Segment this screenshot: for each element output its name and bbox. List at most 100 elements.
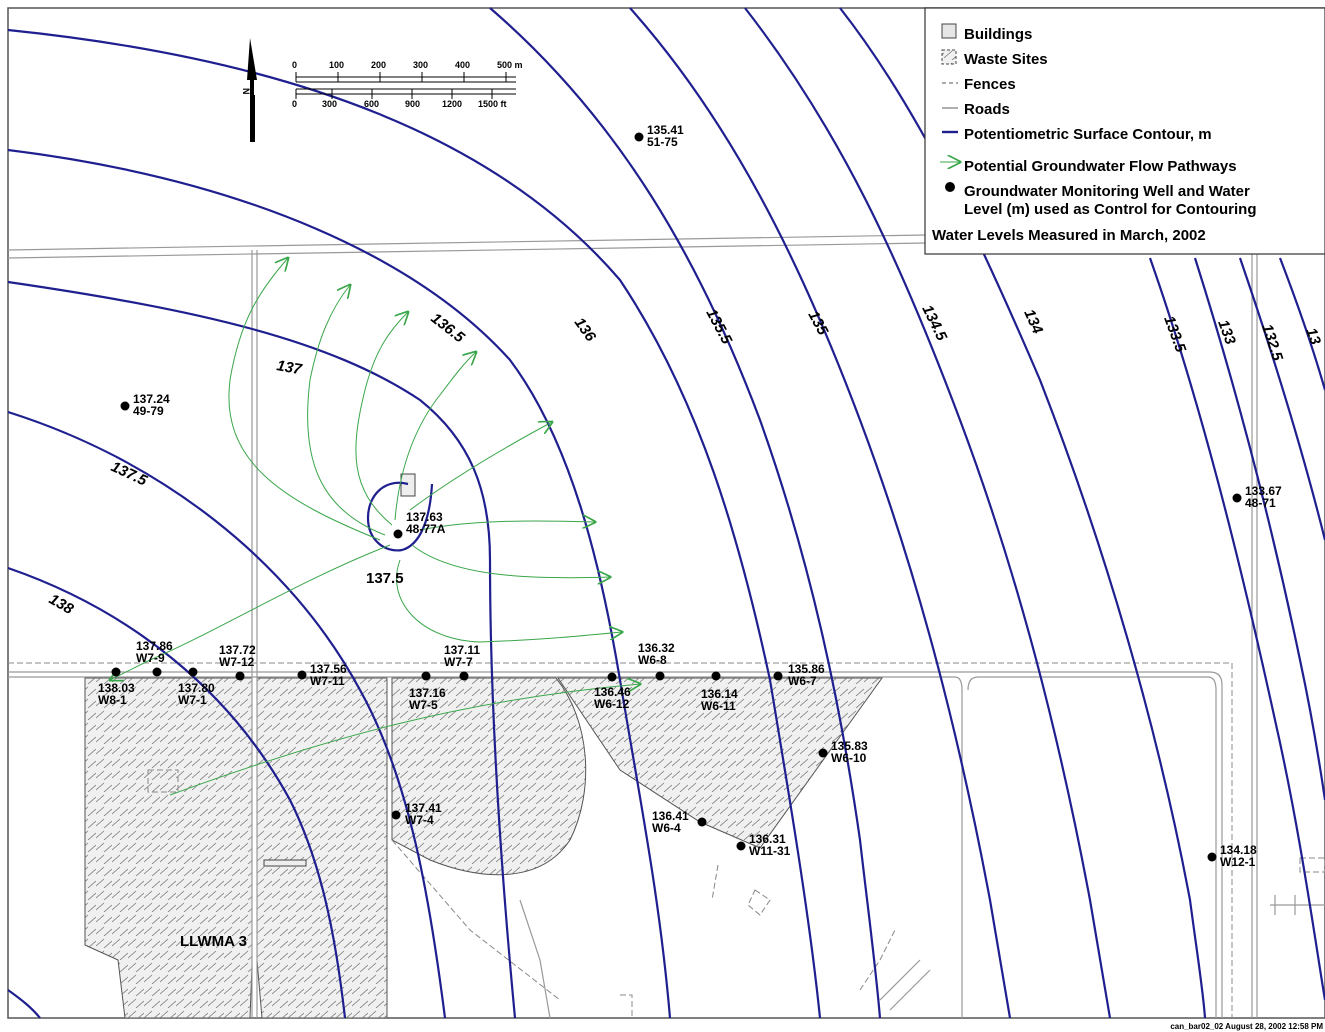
flow-arrow	[228, 258, 381, 541]
legend-contour: Potentiometric Surface Contour, m	[964, 126, 1212, 143]
well-id: W6-11	[701, 699, 736, 713]
well-water-level: 137.56	[310, 662, 347, 676]
north-label: N	[241, 88, 251, 95]
well-water-level: 134.18	[1220, 843, 1257, 857]
well-id: W11-31	[749, 844, 791, 858]
fence-line	[859, 929, 896, 991]
well-marker	[391, 810, 401, 820]
well-id: W12-1	[1220, 855, 1256, 869]
building	[400, 473, 416, 497]
scale-feet-label: 0	[292, 99, 297, 109]
well-marker	[607, 672, 617, 682]
road	[8, 676, 963, 1018]
flow-arrow	[419, 521, 595, 531]
waste-site-w7-east	[391, 677, 587, 876]
well-marker	[773, 671, 783, 681]
flow-arrow	[110, 544, 391, 680]
well-marker	[634, 132, 644, 142]
scale-meter-label: 100	[329, 60, 344, 70]
well-water-level: 137.24	[133, 392, 170, 406]
well-water-level: 137.11	[444, 643, 480, 657]
contour-13	[1278, 257, 1325, 391]
well-marker	[297, 670, 307, 680]
well-id: W7-12	[219, 655, 255, 669]
contour-137-west	[7, 280, 517, 1019]
well-water-level: 137.86	[136, 639, 173, 653]
legend-flow: Potential Groundwater Flow Pathways	[964, 158, 1237, 175]
legend-waste-sites: Waste Sites	[964, 51, 1048, 68]
fence-line	[620, 994, 633, 1018]
contour-138	[7, 566, 347, 1019]
well-water-level: 137.80	[178, 681, 215, 695]
road	[519, 899, 551, 1019]
scale-meter-label: 300	[413, 60, 428, 70]
well-marker	[736, 841, 746, 851]
footer-stamp: can_bar02_02 August 28, 2002 12:58 PM	[1170, 1022, 1323, 1031]
fence-line	[747, 889, 771, 916]
road	[967, 676, 1217, 1018]
flow-arrow	[394, 352, 476, 521]
waste-sites-swatch	[941, 49, 957, 65]
well-water-level: 138.03	[98, 681, 135, 695]
well-marker	[818, 748, 828, 758]
road	[879, 959, 931, 1011]
flow-pathways	[110, 258, 640, 796]
well-swatch	[945, 182, 955, 192]
north-arrow-icon	[247, 38, 257, 142]
well-id: W6-7	[788, 674, 817, 688]
north-arrow: N	[241, 38, 257, 142]
legend: Buildings Waste Sites Fences Roads Poten…	[924, 7, 1325, 255]
well-marker	[697, 817, 707, 827]
well-marker	[1207, 852, 1217, 862]
well-water-level: 137.72	[219, 643, 256, 657]
contour-132-5	[1238, 257, 1325, 541]
well-id: 48-77A	[406, 522, 446, 536]
fence-line	[147, 769, 179, 793]
well-id: W7-9	[136, 651, 165, 665]
well-water-level: 135.83	[831, 739, 868, 753]
road	[8, 671, 1223, 1018]
flow-arrow	[307, 285, 386, 536]
legend-box	[924, 7, 1325, 255]
well-water-level: 133.67	[1245, 484, 1282, 498]
well-marker	[111, 667, 121, 677]
legend-measured: Water Levels Measured in March, 2002	[932, 227, 1206, 244]
contour-label: 13	[1302, 326, 1324, 348]
well-id: 49-79	[133, 404, 164, 418]
building	[263, 859, 307, 867]
scale-meter-label: 500 m	[497, 60, 523, 70]
fence-line	[1299, 857, 1325, 873]
well-marker	[459, 671, 469, 681]
scale-meter-label: 400	[455, 60, 470, 70]
contour-134-5	[744, 7, 1112, 1019]
legend-well-line2: Level (m) used as Control for Contouring	[964, 201, 1257, 218]
well-marker	[393, 529, 403, 539]
contour-minor	[7, 989, 41, 1019]
well-water-level: 136.32	[638, 641, 675, 655]
road	[1270, 895, 1325, 915]
fence-line	[391, 839, 561, 1001]
well-water-level: 137.63	[406, 510, 443, 524]
contour-137-5-west	[7, 410, 447, 1019]
well-id: W7-4	[405, 813, 434, 827]
well-marker	[1232, 493, 1242, 503]
legend-fences: Fences	[964, 76, 1016, 93]
well-marker	[655, 671, 665, 681]
well-water-level: 136.31	[749, 832, 786, 846]
contour-135-5	[489, 7, 882, 1019]
well-water-level: 137.41	[405, 801, 442, 815]
contour-133-5	[1148, 257, 1325, 1001]
legend-roads: Roads	[964, 101, 1010, 118]
